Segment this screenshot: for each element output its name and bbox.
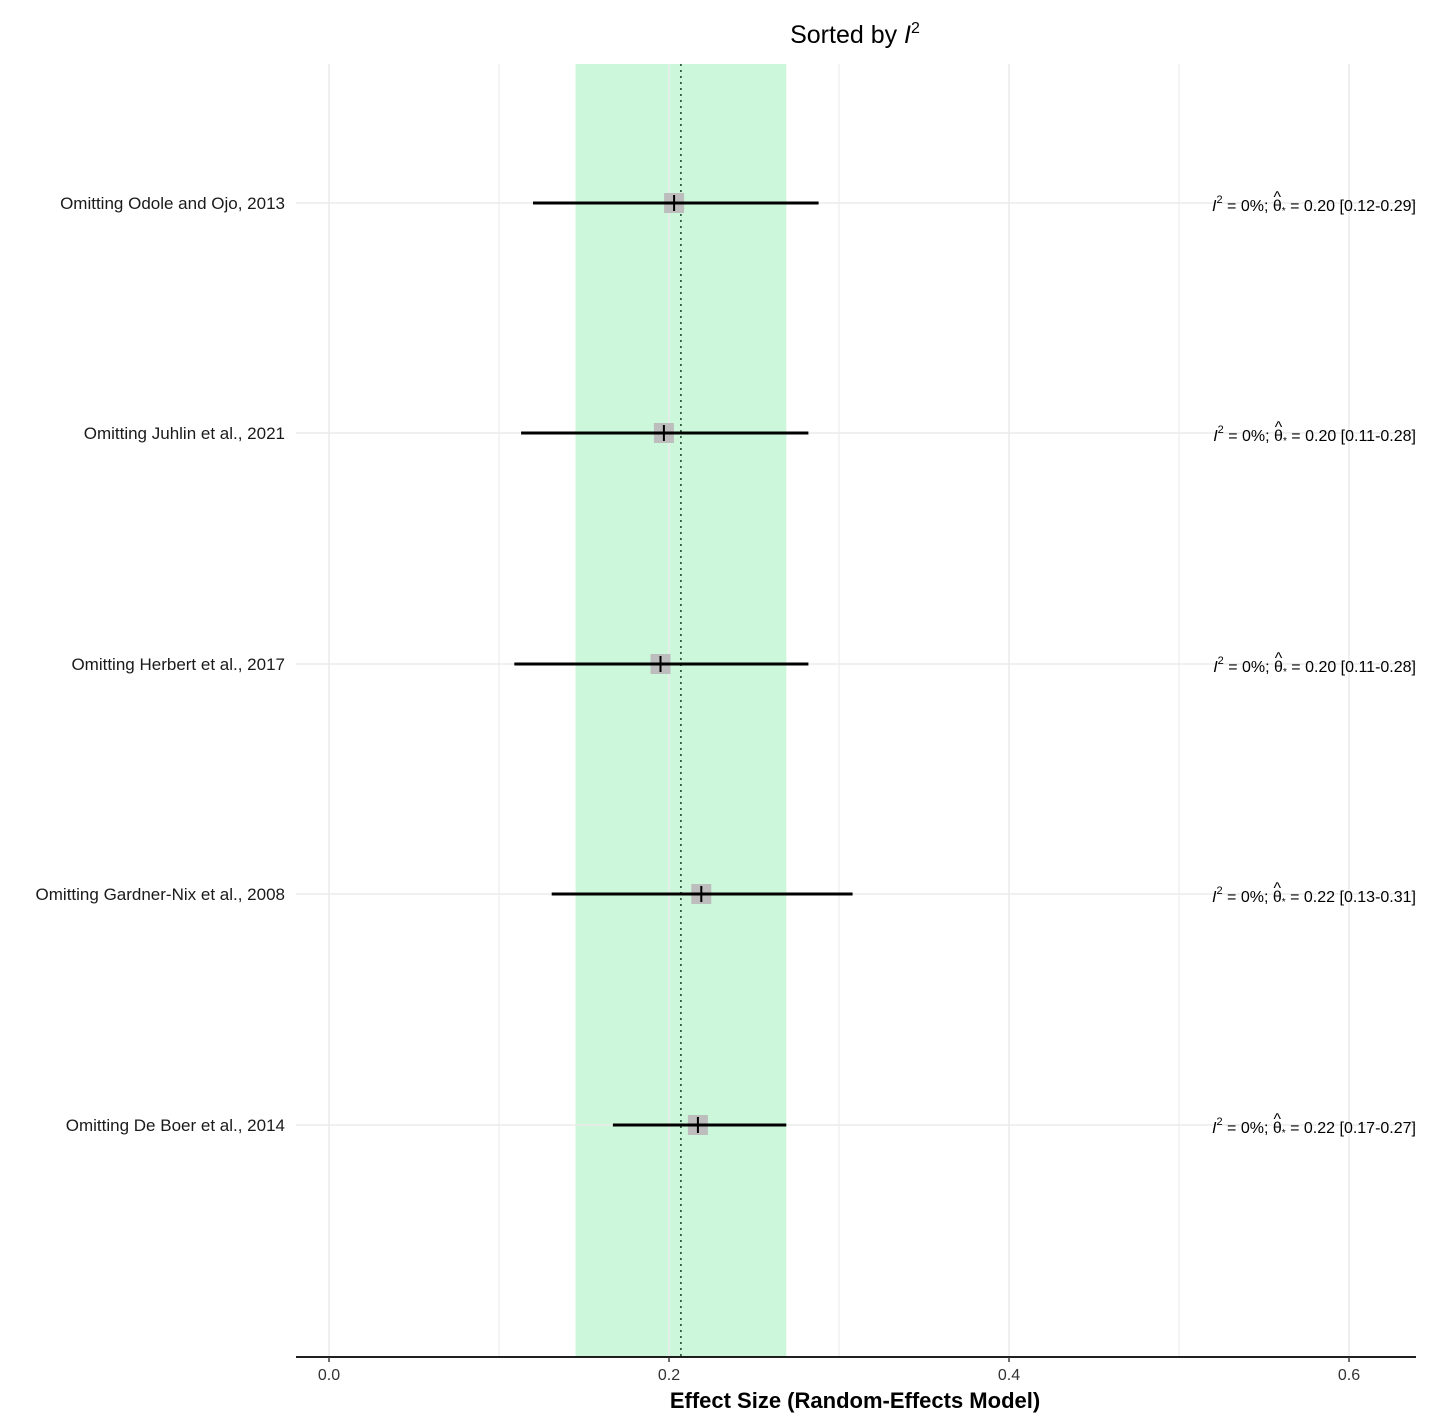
theta-hat: ^ <box>1274 880 1282 897</box>
theta-hat: ^ <box>1274 1111 1282 1128</box>
chart-title: Sorted by I2 <box>790 20 920 49</box>
theta-hat: ^ <box>1275 419 1283 436</box>
study-annotation: I2 = 0%; θ* = 0.20 [0.11-0.28] <box>1213 424 1416 447</box>
pooled-ci-band <box>575 64 787 1357</box>
x-tick-label: 0.6 <box>1338 1367 1360 1384</box>
x-tick-label: 0.0 <box>318 1367 340 1384</box>
study-annotation: I2 = 0%; θ* = 0.20 [0.12-0.29] <box>1212 194 1416 217</box>
study-row-1 <box>533 193 819 213</box>
x-axis-label: Effect Size (Random-Effects Model) <box>670 1388 1040 1413</box>
theta-hat: ^ <box>1275 650 1283 667</box>
study-row-2 <box>521 423 809 443</box>
study-row-4 <box>551 884 853 904</box>
study-label: Omitting Odole and Ojo, 2013 <box>60 194 285 213</box>
study-annotation: I2 = 0%; θ* = 0.20 [0.11-0.28] <box>1213 655 1416 678</box>
study-label: Omitting Juhlin et al., 2021 <box>84 424 285 443</box>
theta-hat: ^ <box>1274 189 1282 206</box>
study-row-3 <box>514 654 809 674</box>
study-annotation: I2 = 0%; θ* = 0.22 [0.13-0.31] <box>1212 885 1416 908</box>
x-tick-label: 0.2 <box>658 1367 680 1384</box>
study-label: Omitting Gardner-Nix et al., 2008 <box>36 885 285 904</box>
study-label: Omitting Herbert et al., 2017 <box>71 655 285 674</box>
study-row-5 <box>612 1115 787 1135</box>
x-tick-label: 0.4 <box>998 1367 1020 1384</box>
study-annotation: I2 = 0%; θ* = 0.22 [0.17-0.27] <box>1212 1116 1416 1139</box>
study-label: Omitting De Boer et al., 2014 <box>66 1116 285 1135</box>
